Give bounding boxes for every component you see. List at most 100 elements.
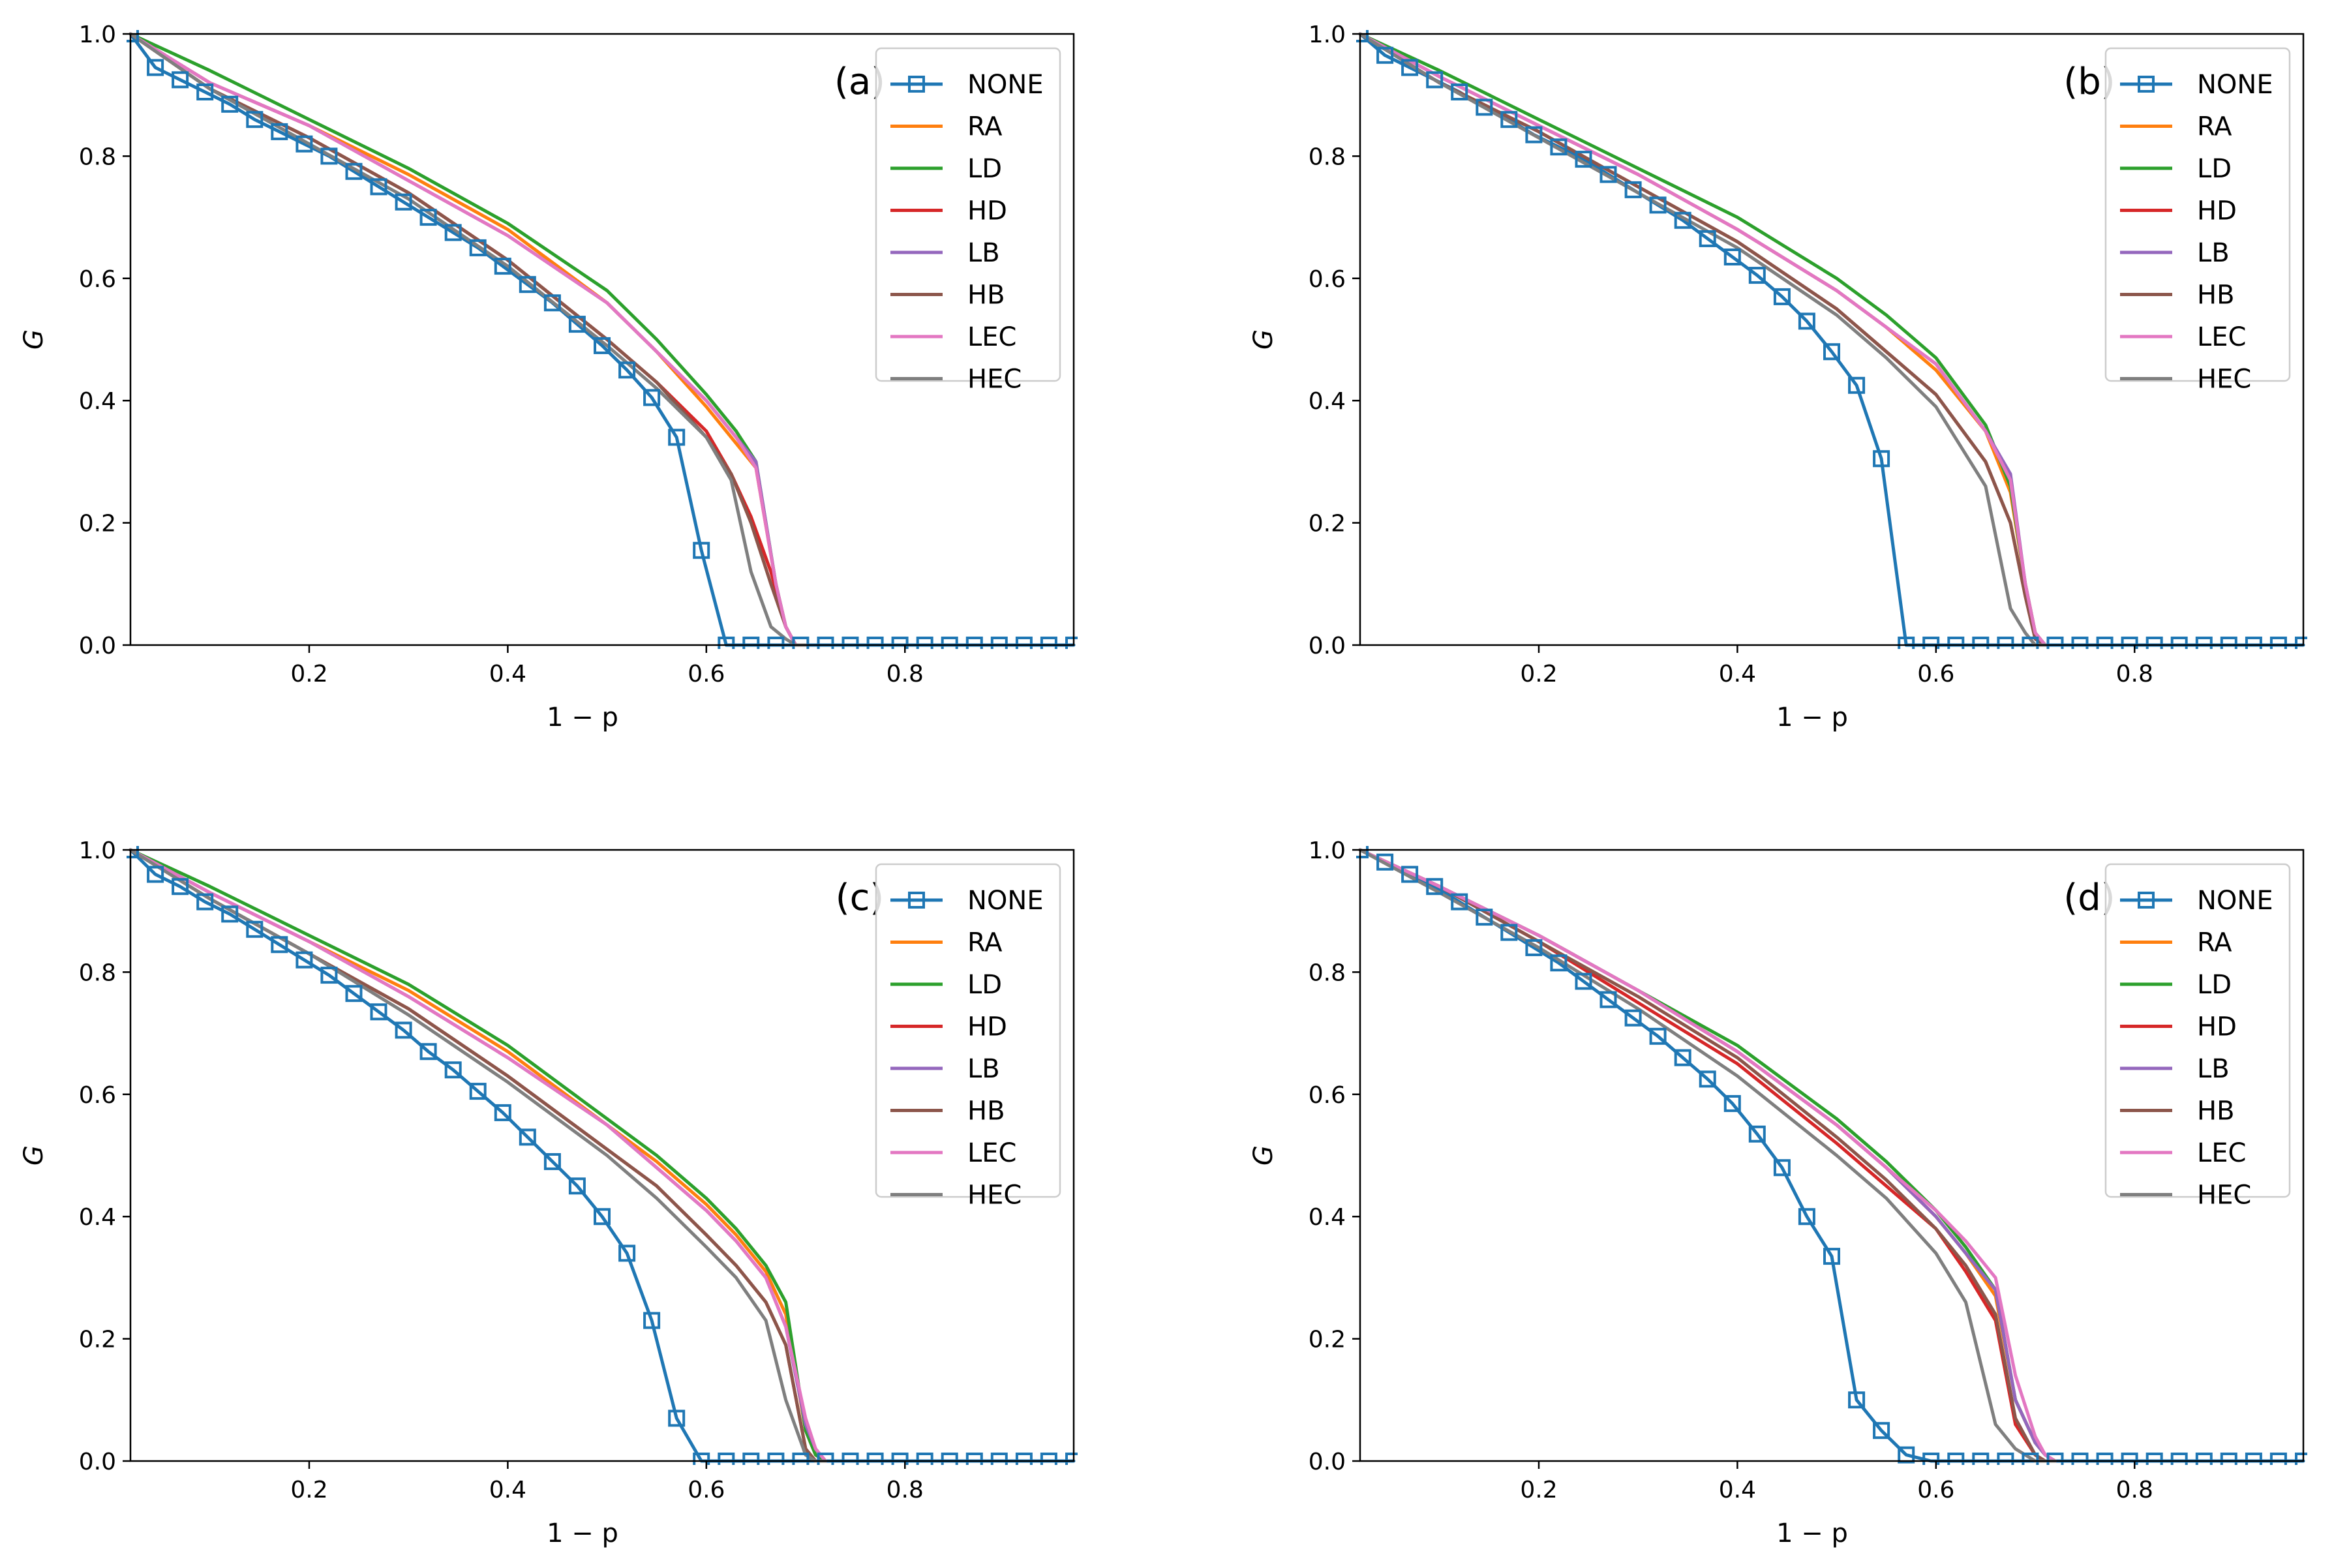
series-line-lb	[129, 32, 808, 647]
x-axis-label: 1 − p	[1776, 702, 1848, 732]
legend: NONE RA LD HD LB HB LEC HEC	[2104, 47, 2291, 395]
y-tick-label: 1.0	[1309, 22, 1346, 48]
series-line-hb	[129, 32, 808, 647]
data-point-none	[1723, 1094, 1741, 1112]
y-tick-label: 0.2	[1309, 1327, 1346, 1353]
series-line-lec	[129, 848, 827, 1463]
y-axis-label: G	[19, 329, 49, 350]
y-tick-label: 0.6	[1309, 1082, 1346, 1109]
legend-label-ld: LD	[967, 154, 1002, 184]
data-point-none	[370, 178, 387, 196]
series-line-hb	[129, 848, 827, 1463]
legend-label-none: NONE	[2197, 886, 2273, 916]
y-tick-label: 0.8	[1309, 959, 1346, 986]
series-line-ra	[1358, 848, 2057, 1463]
legend-box	[2104, 863, 2291, 1198]
x-tick-label: 0.8	[2116, 661, 2153, 687]
data-point-none	[172, 71, 189, 89]
data-point-none	[271, 936, 288, 954]
data-point-none	[1500, 111, 1518, 128]
data-point-none	[494, 1104, 511, 1121]
data-point-none	[568, 1177, 586, 1195]
y-tick-label: 0.0	[1309, 1449, 1346, 1475]
data-point-none	[345, 985, 363, 1003]
y-tick-label: 0.0	[79, 1449, 116, 1475]
data-point-none	[172, 878, 189, 896]
y-axis-label: G	[1249, 1145, 1279, 1166]
legend-label-ra: RA	[967, 928, 1003, 958]
y-axis-label: G	[19, 1145, 49, 1166]
series-line-ra	[1358, 32, 2047, 647]
y-tick-label: 0.6	[79, 266, 116, 293]
data-point-none	[618, 361, 636, 379]
legend-label-hb: HB	[2197, 1096, 2235, 1126]
series-line-ld	[129, 32, 808, 647]
x-tick-label: 0.6	[1917, 1477, 1954, 1503]
legend-label-ld: LD	[967, 970, 1002, 1000]
data-point-none	[147, 59, 164, 76]
x-tick-label: 0.6	[688, 661, 725, 687]
data-point-none	[1649, 196, 1667, 214]
series-line-hd	[1358, 32, 2047, 647]
legend-label-lb: LB	[967, 1054, 1000, 1084]
data-point-none	[345, 162, 363, 180]
legend-label-lb: LB	[2197, 1054, 2230, 1084]
data-point-none	[395, 1021, 412, 1039]
y-tick-label: 0.8	[79, 143, 116, 170]
panel-c: 0.2 0.4 0.6 0.80.00.20.40.60.81.01 − pG(c) N…	[19, 837, 1078, 1548]
axes-frame	[129, 33, 1075, 646]
panel-a-series	[127, 30, 1078, 649]
y-tick-label: 0.2	[79, 1327, 116, 1353]
legend-label-hd: HD	[2197, 196, 2237, 226]
data-point-none	[1476, 98, 1493, 116]
data-point-none	[1748, 1125, 1766, 1143]
y-tick-label: 0.0	[79, 633, 116, 659]
x-tick-label: 0.4	[489, 661, 526, 687]
series-line-ld	[129, 848, 827, 1463]
data-point-none	[1401, 59, 1419, 76]
data-point-none	[643, 1312, 661, 1329]
series-line-lb	[1358, 32, 2047, 647]
data-point-none	[1476, 909, 1493, 926]
legend-label-lec: LEC	[2197, 1138, 2247, 1168]
data-point-none	[643, 389, 661, 406]
series-line-lb	[129, 848, 827, 1463]
series-line-hb	[1358, 32, 2047, 647]
data-point-none	[1674, 1049, 1691, 1066]
data-point-none	[1550, 138, 1568, 156]
data-point-none	[1624, 1009, 1642, 1027]
data-point-none	[1823, 343, 1840, 361]
y-tick-label: 0.4	[1309, 1204, 1346, 1231]
legend-box	[875, 863, 1061, 1198]
data-point-none	[1575, 151, 1592, 168]
axes-frame	[1359, 849, 2305, 1462]
legend-marker-none	[908, 892, 925, 909]
data-point-none	[1748, 267, 1766, 284]
data-point-none	[1599, 166, 1617, 183]
y-tick-label: 1.0	[79, 837, 116, 864]
panel-d: 0.2 0.4 0.6 0.80.00.20.40.60.81.01 − pG(d) N…	[1249, 837, 2307, 1548]
legend-label-hec: HEC	[967, 1181, 1022, 1211]
data-point-none	[1500, 924, 1518, 941]
series-line-ld	[1358, 848, 2057, 1463]
data-point-none	[1451, 83, 1468, 100]
data-point-none	[1525, 126, 1543, 143]
legend-label-ld: LD	[2197, 970, 2232, 1000]
data-point-none	[296, 135, 313, 153]
series-line-hec	[1358, 32, 2047, 647]
data-point-none	[668, 429, 686, 446]
data-point-none	[395, 193, 412, 211]
data-point-none	[1451, 893, 1468, 911]
x-tick-label: 0.6	[1917, 661, 1954, 687]
y-tick-label: 1.0	[79, 22, 116, 48]
y-tick-label: 0.6	[1309, 266, 1346, 293]
legend-marker-none	[2138, 76, 2155, 93]
legend-label-hd: HD	[2197, 1012, 2237, 1042]
x-tick-label: 0.8	[887, 1477, 924, 1503]
data-point-none	[1649, 1027, 1667, 1045]
legend-label-ra: RA	[967, 112, 1003, 142]
data-point-none	[320, 967, 338, 984]
series-line-hec	[1358, 848, 2057, 1463]
series-line-hd	[129, 32, 808, 647]
